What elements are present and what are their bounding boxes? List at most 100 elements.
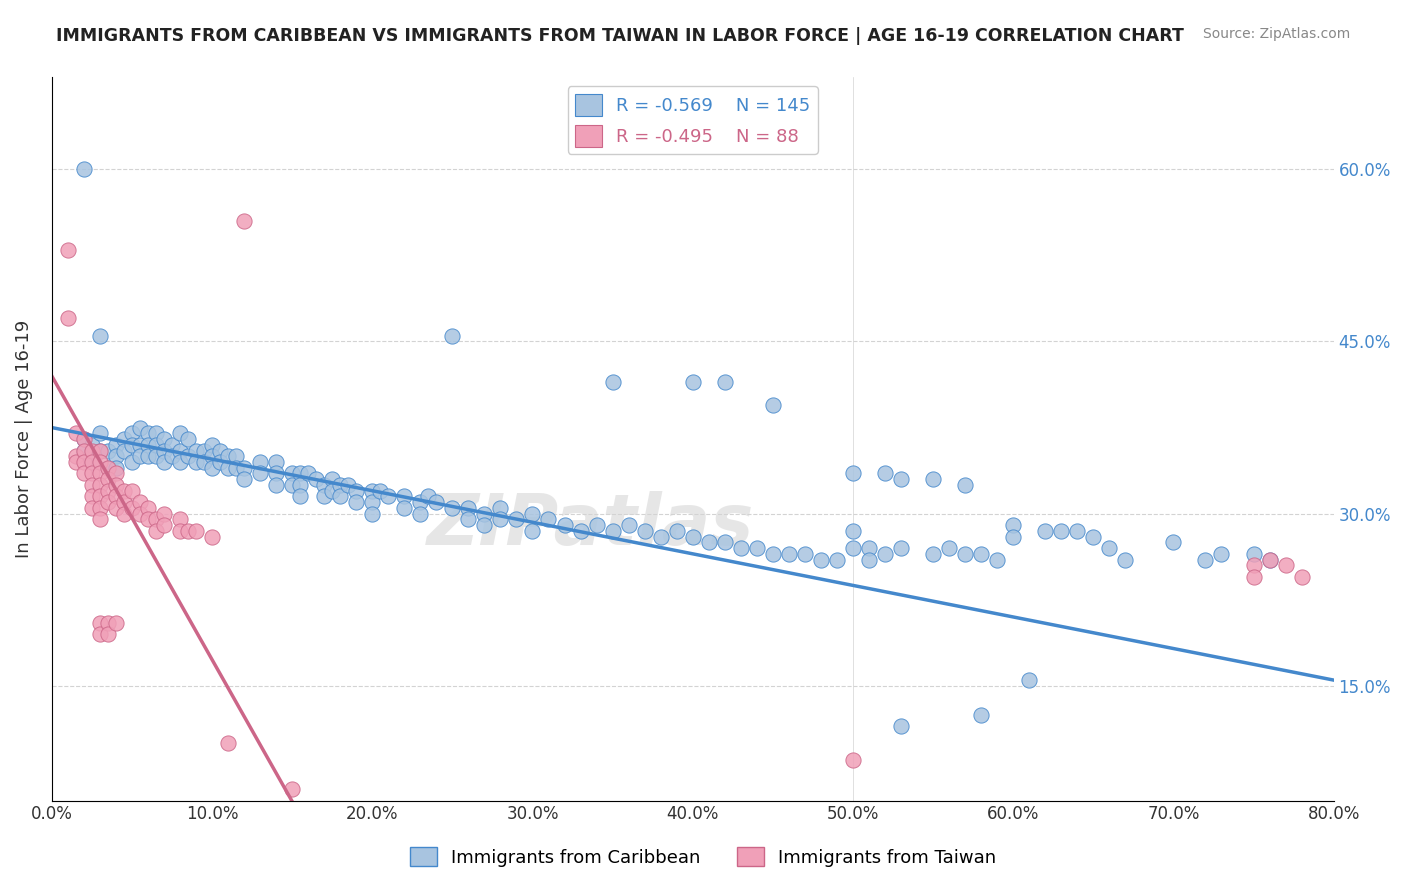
Point (193, 443, 215, 458)
Point (104, 460, 127, 475)
Point (344, 495, 367, 509)
Point (169, 455, 191, 469)
Point (522, 507, 544, 521)
Point (953, 547, 976, 561)
Point (425, 495, 447, 509)
Point (361, 495, 384, 509)
Point (104, 438, 127, 452)
Point (1194, 552, 1216, 566)
Point (825, 552, 848, 566)
Point (217, 449, 239, 463)
Point (288, 478, 311, 492)
Point (264, 478, 287, 492)
Point (281, 467, 304, 481)
Point (177, 524, 200, 538)
Point (1066, 524, 1088, 538)
Point (697, 535, 720, 549)
Point (80, 500, 103, 515)
Point (89, 455, 111, 469)
Point (153, 507, 176, 521)
Point (810, 552, 832, 566)
Point (489, 512, 512, 526)
Point (169, 426, 191, 441)
Point (1114, 552, 1136, 566)
Point (128, 507, 150, 521)
Point (169, 524, 191, 538)
Point (617, 518, 640, 533)
Point (569, 524, 592, 538)
Point (160, 438, 183, 452)
Point (121, 438, 143, 452)
Point (121, 483, 143, 498)
Point (745, 541, 768, 555)
Point (80, 455, 103, 469)
Point (489, 500, 512, 515)
Point (522, 524, 544, 538)
Point (112, 507, 135, 521)
Point (104, 490, 127, 504)
Point (153, 518, 176, 533)
Point (505, 512, 527, 526)
Point (602, 375, 624, 389)
Point (145, 524, 167, 538)
Point (264, 455, 287, 469)
Point (329, 478, 352, 492)
Point (184, 455, 207, 469)
Point (233, 472, 256, 486)
Point (297, 467, 319, 481)
Point (361, 483, 384, 498)
Point (842, 467, 865, 481)
Text: IMMIGRANTS FROM CARIBBEAN VS IMMIGRANTS FROM TAIWAN IN LABOR FORCE | AGE 16-19 C: IMMIGRANTS FROM CARIBBEAN VS IMMIGRANTS … (56, 27, 1184, 45)
Point (441, 328, 464, 343)
Point (89, 443, 111, 458)
Point (922, 547, 945, 561)
Point (1243, 570, 1265, 584)
Point (73, 443, 96, 458)
Point (201, 438, 224, 452)
Point (537, 512, 560, 526)
Point (217, 460, 239, 475)
Point (89, 500, 111, 515)
Point (1163, 535, 1185, 549)
Point (121, 500, 143, 515)
Point (136, 449, 159, 463)
Point (650, 530, 672, 544)
Point (128, 449, 150, 463)
Point (177, 449, 200, 463)
Point (104, 500, 127, 515)
Point (890, 541, 912, 555)
Point (970, 547, 993, 561)
Point (344, 483, 367, 498)
Point (73, 432, 96, 446)
Point (1258, 552, 1281, 566)
Point (970, 707, 993, 722)
Point (97, 472, 120, 486)
Point (97, 495, 120, 509)
Point (201, 530, 224, 544)
Point (73, 162, 96, 177)
Point (682, 375, 704, 389)
Point (89, 490, 111, 504)
Point (457, 500, 479, 515)
Point (264, 467, 287, 481)
Point (633, 524, 655, 538)
Point (1098, 541, 1121, 555)
Point (89, 467, 111, 481)
Point (233, 460, 256, 475)
Point (136, 512, 159, 526)
Point (858, 552, 880, 566)
Point (97, 460, 120, 475)
Point (682, 530, 704, 544)
Point (842, 524, 865, 538)
Point (602, 524, 624, 538)
Point (1002, 518, 1025, 533)
Point (1018, 673, 1040, 687)
Point (80, 490, 103, 504)
Point (97, 483, 120, 498)
Point (145, 438, 167, 452)
Point (153, 455, 176, 469)
Point (1083, 530, 1105, 544)
Point (314, 490, 336, 504)
Point (136, 438, 159, 452)
Point (193, 455, 215, 469)
